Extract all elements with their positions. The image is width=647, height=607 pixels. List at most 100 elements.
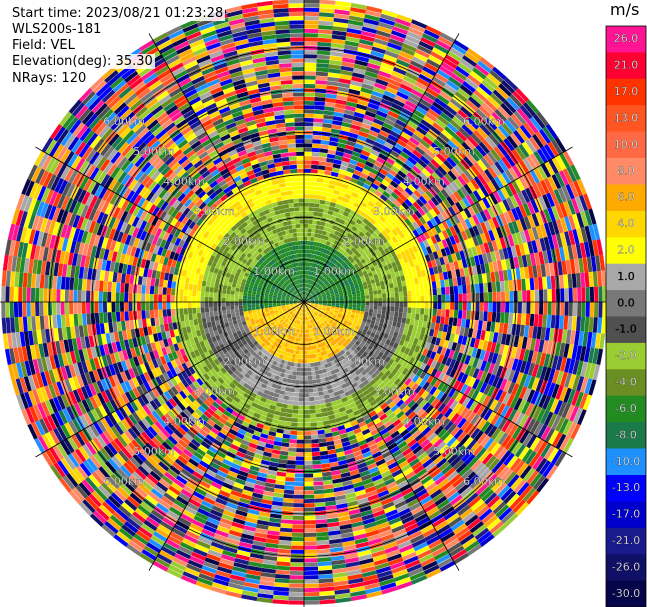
gate-cell [304, 33, 319, 38]
gate-cell [324, 258, 329, 264]
gate-cell [351, 225, 358, 232]
gate-cell [331, 167, 340, 173]
gate-cell [406, 31, 422, 41]
gate-cell [432, 76, 446, 87]
gate-cell [481, 102, 495, 115]
gate-cell [432, 308, 437, 316]
gate-cell [483, 311, 488, 322]
gate-cell [313, 485, 324, 491]
gate-cell [364, 256, 370, 262]
gate-cell [466, 310, 471, 320]
gate-cell [399, 193, 408, 202]
gate-cell [289, 583, 304, 588]
gate-cell [304, 181, 311, 186]
gate-cell [360, 201, 368, 208]
gate-cell [341, 261, 347, 267]
gate-cell [344, 273, 350, 278]
gate-cell [360, 292, 365, 296]
gate-cell [375, 30, 391, 38]
gate-cell [295, 380, 300, 385]
gate-cell [486, 73, 501, 87]
gate-cell [304, 486, 314, 491]
gate-cell [589, 302, 595, 318]
gate-cell [436, 203, 445, 214]
gate-cell [365, 231, 372, 238]
gate-cell [457, 87, 471, 100]
gate-cell [517, 290, 522, 302]
gate-cell [313, 277, 317, 282]
gate-cell [358, 215, 365, 222]
gate-cell [430, 51, 445, 62]
gate-cell [305, 262, 309, 267]
gate-cell [307, 275, 310, 280]
gate-cell [378, 239, 385, 246]
gate-cell [333, 266, 339, 271]
gate-cell [320, 256, 324, 262]
gate-cell [424, 308, 429, 315]
gate-cell [356, 240, 363, 247]
gate-cell [481, 79, 496, 93]
gate-cell [361, 122, 372, 130]
gate-cell [469, 192, 479, 204]
gate-cell [370, 149, 380, 157]
gate-cell [307, 283, 309, 288]
gate-cell [321, 243, 326, 249]
gate-cell [308, 284, 311, 289]
gate-cell [340, 249, 346, 255]
gate-cell [459, 84, 474, 97]
gate-cell [391, 126, 403, 135]
gate-cell [392, 146, 402, 155]
gate-cell [304, 439, 312, 444]
gate-cell [304, 122, 314, 127]
gate-cell [425, 87, 439, 98]
gate-cell [398, 286, 403, 292]
gate-cell [397, 154, 408, 164]
gate-cell [379, 168, 389, 176]
gate-cell [465, 99, 479, 112]
gate-cell [308, 295, 312, 298]
gate-cell [455, 65, 470, 78]
gate-cell [322, 284, 326, 289]
gate-cell [349, 258, 355, 264]
gate-cell [328, 68, 341, 74]
gate-cell [330, 257, 335, 263]
gate-cell [380, 222, 388, 230]
gate-cell [425, 177, 435, 188]
gate-cell [317, 169, 325, 175]
gate-cell [360, 87, 373, 95]
gate-cell [427, 108, 440, 119]
gate-cell [306, 292, 309, 297]
gate-cell [382, 190, 391, 199]
gate-cell [395, 302, 400, 307]
gate-cell [492, 302, 497, 313]
gate-cell [382, 145, 392, 154]
gate-cell [380, 13, 397, 22]
gate-cell [394, 226, 402, 234]
gate-cell [358, 130, 369, 138]
gate-cell [320, 221, 326, 227]
gate-cell [327, 76, 340, 83]
gate-cell [360, 34, 375, 42]
gate-cell [483, 183, 493, 195]
gate-cell [304, 443, 312, 448]
gate-cell [312, 272, 316, 277]
gate-cell [437, 191, 447, 202]
gate-cell [304, 575, 319, 580]
gate-cell [345, 171, 354, 178]
gate-cell [428, 83, 442, 94]
gate-cell [305, 337, 309, 342]
gate-cell [387, 110, 400, 119]
gate-cell [389, 213, 397, 222]
gate-cell [383, 219, 391, 227]
gate-cell [356, 293, 361, 297]
gate-cell [364, 179, 373, 187]
gate-cell [366, 66, 380, 75]
gate-cell [496, 302, 501, 313]
gate-cell [358, 205, 365, 212]
gate-cell [532, 134, 544, 149]
gate-cell [313, 272, 317, 277]
gate-cell [316, 251, 321, 256]
gate-cell [442, 198, 452, 209]
gate-cell [390, 306, 395, 312]
gate-cell [487, 282, 493, 293]
